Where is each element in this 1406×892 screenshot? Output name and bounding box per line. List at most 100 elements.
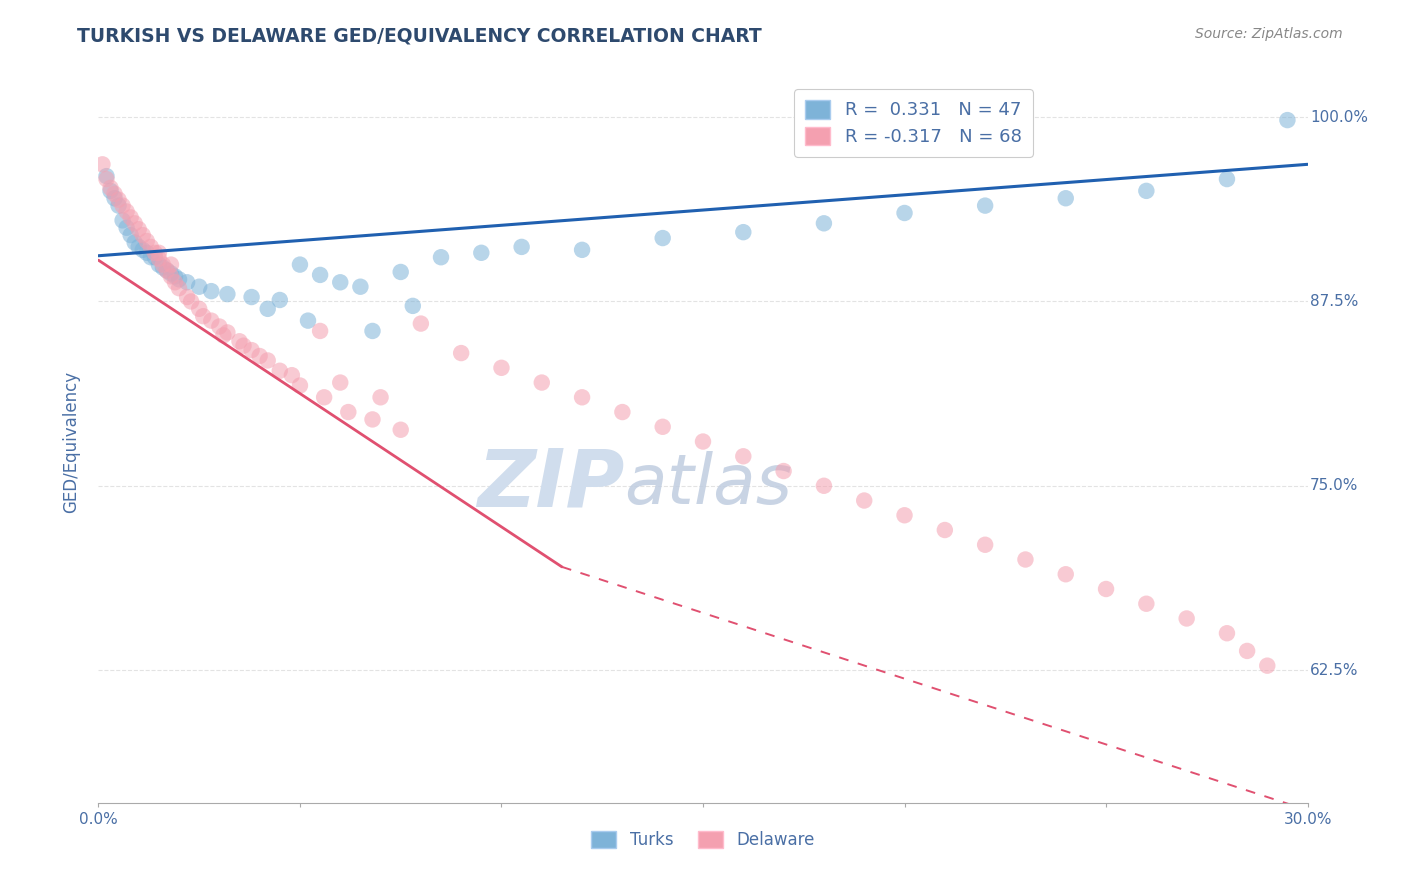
Text: 100.0%: 100.0% [1310, 110, 1368, 125]
Point [1216, 626, 1239, 640]
Point [361, 412, 384, 426]
Point [103, 186, 125, 201]
Point [124, 216, 146, 230]
Point [160, 267, 183, 281]
Point [167, 281, 190, 295]
Point [249, 349, 271, 363]
Point [402, 299, 425, 313]
Point [96, 169, 118, 183]
Point [281, 368, 304, 383]
Point [651, 231, 673, 245]
Point [1175, 611, 1198, 625]
Point [974, 538, 997, 552]
Point [813, 479, 835, 493]
Point [148, 252, 170, 266]
Point [91, 157, 114, 171]
Point [389, 265, 412, 279]
Point [772, 464, 794, 478]
Point [297, 313, 319, 327]
Point [240, 343, 263, 358]
Point [208, 319, 231, 334]
Point [167, 272, 190, 286]
Point [269, 293, 291, 307]
Point [176, 275, 198, 289]
Text: Source: ZipAtlas.com: Source: ZipAtlas.com [1195, 27, 1343, 41]
Point [232, 339, 254, 353]
Point [1135, 184, 1157, 198]
Point [200, 313, 222, 327]
Point [974, 199, 997, 213]
Point [288, 378, 311, 392]
Point [120, 211, 142, 225]
Point [163, 275, 186, 289]
Point [156, 263, 179, 277]
Point [1277, 113, 1299, 128]
Point [337, 405, 360, 419]
Point [139, 240, 162, 254]
Point [148, 258, 170, 272]
Point [115, 204, 138, 219]
Point [111, 199, 134, 213]
Point [309, 324, 332, 338]
Point [733, 225, 755, 239]
Point [269, 364, 291, 378]
Y-axis label: GED/Equivalency: GED/Equivalency [62, 370, 80, 513]
Point [107, 199, 129, 213]
Point [148, 245, 170, 260]
Point [193, 309, 215, 323]
Text: TURKISH VS DELAWARE GED/EQUIVALENCY CORRELATION CHART: TURKISH VS DELAWARE GED/EQUIVALENCY CORR… [77, 27, 762, 45]
Point [409, 317, 432, 331]
Point [256, 301, 278, 316]
Point [111, 213, 134, 227]
Point [256, 353, 278, 368]
Point [329, 275, 352, 289]
Point [309, 268, 332, 282]
Point [1256, 658, 1278, 673]
Point [1135, 597, 1157, 611]
Point [329, 376, 352, 390]
Point [853, 493, 876, 508]
Point [200, 284, 222, 298]
Point [135, 245, 157, 260]
Point [361, 324, 384, 338]
Point [733, 450, 755, 464]
Point [128, 222, 150, 236]
Point [156, 263, 179, 277]
Point [180, 294, 202, 309]
Text: ZIP: ZIP [477, 446, 624, 524]
Point [470, 245, 492, 260]
Point [612, 405, 634, 419]
Point [1095, 582, 1118, 596]
Point [188, 301, 211, 316]
Point [188, 279, 211, 293]
Point [152, 260, 174, 275]
Point [143, 245, 166, 260]
Text: 75.0%: 75.0% [1310, 478, 1358, 493]
Point [314, 390, 336, 404]
Point [139, 250, 162, 264]
Point [132, 228, 155, 243]
Point [124, 235, 146, 250]
Point [217, 287, 239, 301]
Point [1216, 172, 1239, 186]
Point [212, 328, 235, 343]
Point [103, 191, 125, 205]
Point [370, 390, 392, 404]
Point [160, 269, 183, 284]
Text: atlas: atlas [624, 451, 793, 518]
Point [100, 181, 122, 195]
Point [1054, 567, 1077, 582]
Point [450, 346, 472, 360]
Point [491, 360, 513, 375]
Point [176, 290, 198, 304]
Point [217, 326, 239, 340]
Point [107, 193, 129, 207]
Point [349, 279, 371, 293]
Point [692, 434, 714, 449]
Point [571, 243, 593, 257]
Text: 62.5%: 62.5% [1310, 663, 1358, 678]
Point [152, 258, 174, 272]
Point [143, 250, 166, 264]
Point [132, 243, 155, 257]
Point [893, 206, 915, 220]
